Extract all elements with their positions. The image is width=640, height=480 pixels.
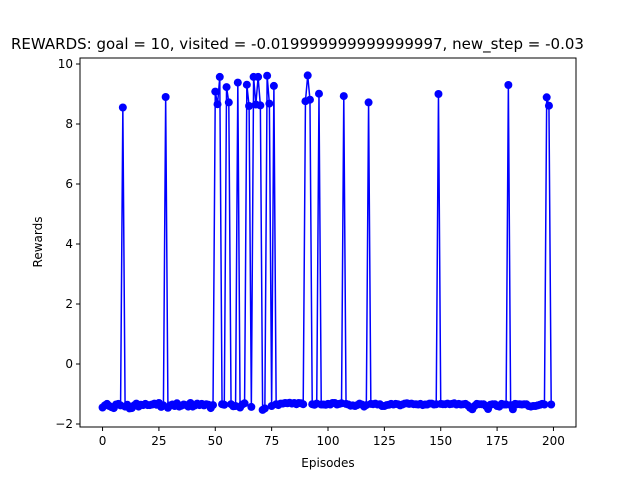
data-point [242, 80, 251, 89]
data-point [544, 101, 553, 110]
data-point [314, 89, 323, 98]
data-point [547, 400, 556, 409]
x-tick-label: 125 [373, 434, 396, 448]
x-tick-label: 50 [208, 434, 223, 448]
data-point [339, 92, 348, 101]
data-point [222, 83, 231, 92]
chart-title: REWARDS: goal = 10, visited = -0.0199999… [11, 35, 584, 54]
data-point [215, 72, 224, 81]
y-tick-label: 2 [65, 297, 73, 311]
y-tick-label: 10 [58, 57, 73, 71]
plot-area-frame [79, 57, 577, 428]
y-tick-label: 4 [65, 237, 73, 251]
data-point [211, 87, 220, 96]
data-point [260, 404, 269, 413]
data-point [256, 101, 265, 110]
data-point [233, 78, 242, 87]
data-point [263, 71, 272, 80]
data-point [240, 399, 249, 408]
data-point [224, 98, 233, 107]
data-point [364, 98, 373, 107]
y-tick-label: 0 [65, 357, 73, 371]
data-point [213, 100, 222, 109]
x-tick-label: 175 [486, 434, 509, 448]
y-tick-label: −2 [55, 417, 73, 431]
x-tick-label: 150 [429, 434, 452, 448]
x-tick-label: 100 [317, 434, 340, 448]
x-tick-label: 200 [542, 434, 565, 448]
y-tick-label: 8 [65, 117, 73, 131]
data-point [118, 103, 127, 112]
data-point [299, 400, 308, 409]
data-point [254, 72, 263, 81]
data-point [542, 93, 551, 102]
data-point [305, 95, 314, 104]
data-point [209, 401, 218, 410]
data-point [247, 402, 256, 411]
data-point [265, 99, 274, 108]
data-point [434, 90, 443, 98]
x-tick-label: 75 [264, 434, 279, 448]
x-tick-label: 0 [99, 434, 107, 448]
rewards-series-line [102, 74, 552, 411]
data-point [504, 81, 513, 89]
data-point [161, 93, 170, 101]
y-axis-label: Rewards [31, 217, 45, 268]
x-axis-label: Episodes [301, 456, 354, 470]
data-point [269, 81, 278, 90]
data-point [245, 102, 254, 110]
data-point [220, 400, 229, 409]
data-point [540, 400, 549, 409]
y-tick-label: 6 [65, 177, 73, 191]
data-point [303, 71, 312, 80]
x-tick-label: 25 [151, 434, 166, 448]
